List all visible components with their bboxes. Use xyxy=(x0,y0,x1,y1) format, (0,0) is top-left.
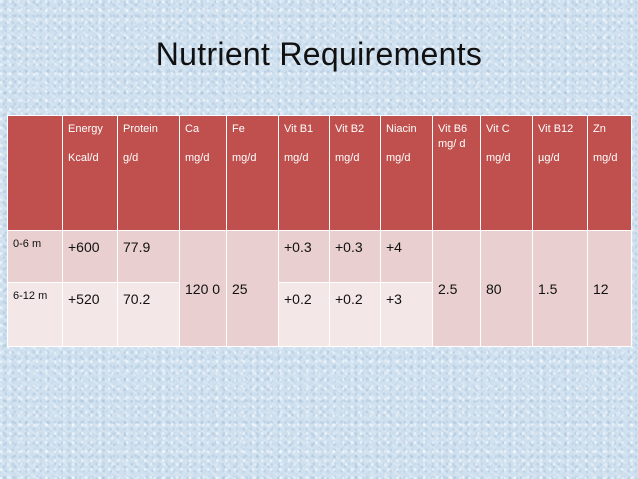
header-label: Fe xyxy=(232,123,245,135)
header-unit: mg/ d xyxy=(438,138,466,150)
protein-cell: 70.2 xyxy=(117,282,180,347)
header-cell-vit-b1: Vit B1 mg/d xyxy=(278,115,330,231)
vit-b6-cell: 2.5 xyxy=(432,230,481,347)
header-cell-ca: Ca mg/d xyxy=(179,115,227,231)
header-label: Zn xyxy=(593,123,606,135)
table-row: 6-12 m +520 70.2 +0.2 +0.2 +3 xyxy=(7,282,632,347)
header-cell-protein: Protein g/d xyxy=(117,115,180,231)
header-cell-vit-c: Vit C mg/d xyxy=(480,115,533,231)
age-label-cell: 6-12 m xyxy=(7,282,63,347)
header-unit: µg/d xyxy=(538,152,560,164)
header-unit: Kcal/d xyxy=(68,152,99,164)
header-cell-fe: Fe mg/d xyxy=(226,115,279,231)
header-label: Niacin xyxy=(386,123,417,135)
energy-cell: +600 xyxy=(62,230,118,283)
header-cell-vit-b12: Vit B12 µg/d xyxy=(532,115,588,231)
header-unit: mg/d xyxy=(335,152,360,164)
header-unit: mg/d xyxy=(185,152,210,164)
header-unit: mg/d xyxy=(593,152,618,164)
niacin-cell: +3 xyxy=(380,282,433,347)
header-unit: mg/d xyxy=(386,152,411,164)
age-label-cell: 0-6 m xyxy=(7,230,63,283)
header-unit: mg/d xyxy=(284,152,309,164)
nutrient-table: Energy Kcal/d Protein g/d Ca mg/d Fe mg/d Vi… xyxy=(7,115,632,347)
header-label: Vit B2 xyxy=(335,123,365,135)
slide-title: Nutrient Requirements xyxy=(155,36,483,72)
header-cell-zn: Zn mg/d xyxy=(587,115,632,231)
zn-cell: 12 xyxy=(587,230,632,347)
ca-cell: 120 0 xyxy=(179,230,227,347)
fe-cell: 25 xyxy=(226,230,279,347)
header-label: Ca xyxy=(185,123,200,135)
header-cell-empty xyxy=(7,115,63,231)
header-unit: g/d xyxy=(123,152,139,164)
header-label: Vit B1 xyxy=(284,123,314,135)
energy-cell: +520 xyxy=(62,282,118,347)
protein-cell: 77.9 xyxy=(117,230,180,283)
header-cell-vit-b6: Vit B6 mg/ d xyxy=(432,115,481,231)
vit-b12-cell: 1.5 xyxy=(532,230,588,347)
vit-c-cell: 80 xyxy=(480,230,533,347)
header-label: Energy xyxy=(68,123,103,135)
vit-b2-cell: +0.3 xyxy=(329,230,381,283)
vit-b1-cell: +0.2 xyxy=(278,282,330,347)
table-row: 0-6 m +600 77.9 120 0 25 +0.3 +0.3 +4 2.… xyxy=(7,230,632,347)
header-label: Protein xyxy=(123,123,158,135)
header-cell-energy: Energy Kcal/d xyxy=(62,115,118,231)
header-label: Vit B12 xyxy=(538,123,574,135)
header-cell-niacin: Niacin mg/d xyxy=(380,115,433,231)
header-label: Vit C xyxy=(486,123,510,135)
header-unit: mg/d xyxy=(486,152,511,164)
header-unit: mg/d xyxy=(232,152,257,164)
vit-b1-cell: +0.3 xyxy=(278,230,330,283)
header-row: Energy Kcal/d Protein g/d Ca mg/d Fe mg/d Vi… xyxy=(7,115,632,231)
niacin-cell: +4 xyxy=(380,230,433,283)
header-cell-vit-b2: Vit B2 mg/d xyxy=(329,115,381,231)
vit-b2-cell: +0.2 xyxy=(329,282,381,347)
header-label: Vit B6 xyxy=(438,123,468,135)
